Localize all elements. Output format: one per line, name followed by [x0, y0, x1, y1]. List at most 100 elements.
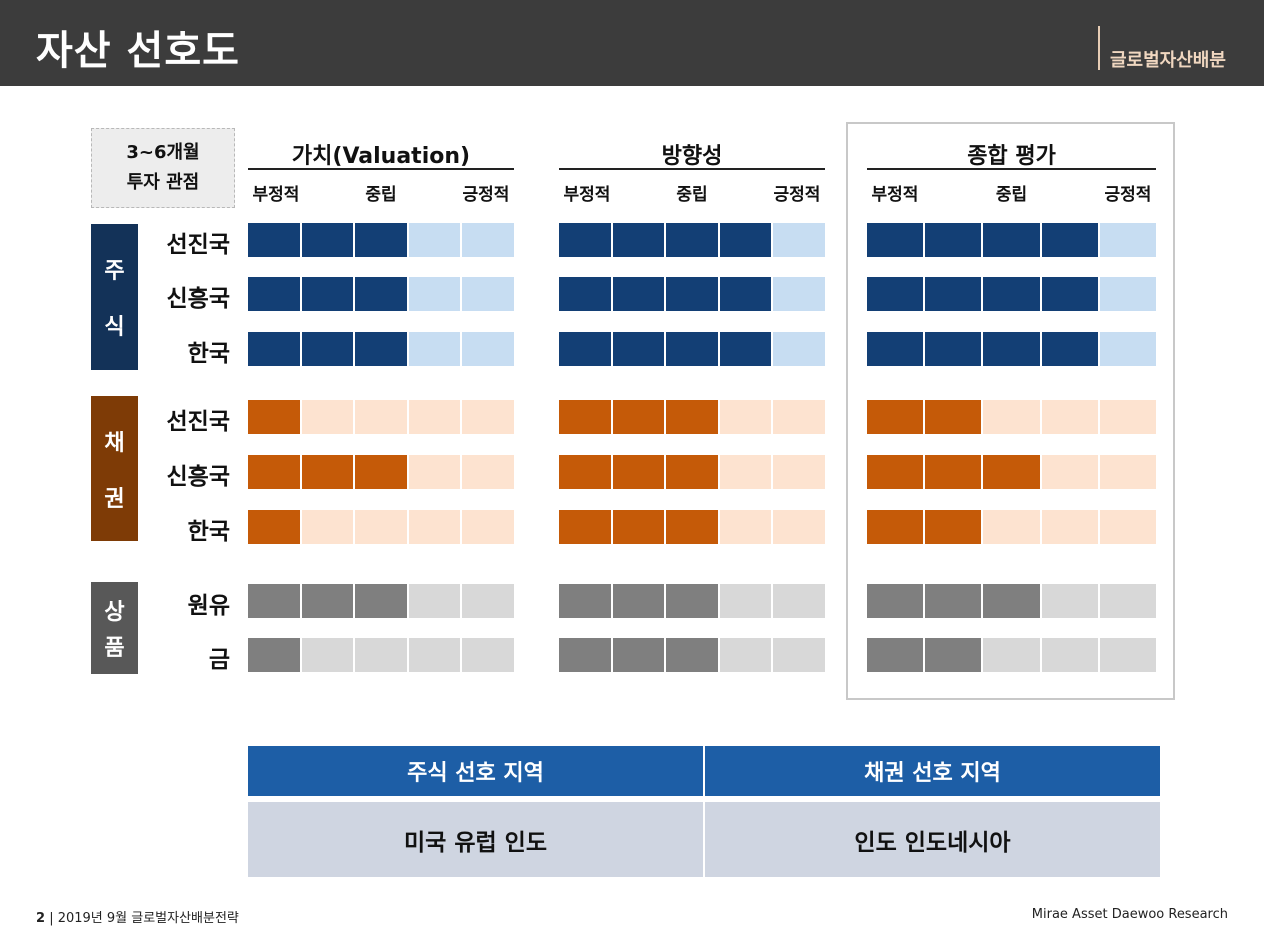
score-cell-filled: [983, 584, 1040, 618]
score-cell-empty: [719, 455, 772, 489]
score-cell-filled: [867, 510, 924, 544]
score-cell-filled: [559, 455, 611, 489]
score-cell-empty: [983, 400, 1040, 434]
row-label: 금: [208, 647, 230, 673]
score-cell-filled: [355, 332, 407, 366]
score-cell-empty: [1099, 332, 1156, 366]
page-title: 자산 선호도: [36, 28, 240, 74]
score-cell-empty: [773, 277, 825, 311]
score-cell-empty: [462, 638, 514, 672]
category-char: 채: [104, 430, 125, 456]
score-cell-filled: [719, 277, 772, 311]
score-cell-filled: [559, 638, 611, 672]
score-cell-empty: [1099, 455, 1156, 489]
score-cell-empty: [719, 510, 772, 544]
score-cell-empty: [1099, 277, 1156, 311]
row-label: 한국: [187, 519, 230, 545]
score-cell-empty: [408, 277, 461, 311]
score-cell-filled: [355, 277, 407, 311]
score-cell-empty: [301, 510, 354, 544]
score-cell-empty: [773, 455, 825, 489]
row-label: 신흥국: [166, 464, 230, 490]
score-cell-filled: [1041, 223, 1098, 257]
equity-preferred-regions: 미국 유럽 인도: [248, 802, 703, 877]
score-cell-empty: [355, 638, 407, 672]
score-cell-filled: [1041, 277, 1098, 311]
score-cell-filled: [612, 510, 665, 544]
score-cell-filled: [355, 223, 407, 257]
score-cell-empty: [1041, 400, 1098, 434]
score-cell-filled: [925, 638, 982, 672]
score-cell-empty: [462, 400, 514, 434]
score-cell-filled: [666, 332, 718, 366]
score-cell-filled: [983, 223, 1040, 257]
score-cell-filled: [612, 455, 665, 489]
bond-preferred-header: 채권 선호 지역: [705, 746, 1160, 796]
score-cell-empty: [1099, 223, 1156, 257]
score-cell-filled: [867, 584, 924, 618]
horizon-caption: 투자 관점: [126, 172, 200, 193]
score-cell-empty: [462, 223, 514, 257]
score-cell-filled: [355, 584, 407, 618]
score-cell-empty: [1099, 638, 1156, 672]
category-char: 주: [104, 259, 125, 284]
scale-label: 중립: [676, 185, 708, 205]
row-label: 한국: [187, 341, 230, 367]
score-cell-filled: [559, 332, 611, 366]
score-cell-empty: [773, 584, 825, 618]
page-number: 2: [36, 911, 46, 926]
score-cell-filled: [925, 223, 982, 257]
score-cell-empty: [355, 400, 407, 434]
overall-evaluation-frame: [846, 122, 1175, 700]
score-cell-filled: [666, 638, 718, 672]
footer-doc-info: 2 | 2019년 9월 글로벌자산배분전략: [36, 907, 239, 926]
scale-label: 부정적: [252, 185, 300, 205]
score-cell-filled: [248, 510, 300, 544]
group-underline-1: [559, 168, 825, 170]
document-title: 2019년 9월 글로벌자산배분전략: [57, 911, 239, 926]
score-cell-filled: [248, 584, 300, 618]
score-cell-empty: [773, 510, 825, 544]
score-cell-empty: [462, 584, 514, 618]
score-cell-empty: [408, 223, 461, 257]
score-cell-empty: [462, 455, 514, 489]
score-cell-filled: [612, 638, 665, 672]
score-cell-filled: [248, 332, 300, 366]
score-cell-filled: [719, 223, 772, 257]
score-cell-empty: [1099, 584, 1156, 618]
score-cell-empty: [408, 584, 461, 618]
score-cell-filled: [925, 455, 982, 489]
score-cell-filled: [983, 332, 1040, 366]
score-cell-filled: [666, 223, 718, 257]
score-cell-filled: [248, 400, 300, 434]
score-cell-filled: [301, 277, 354, 311]
score-cell-empty: [408, 332, 461, 366]
score-cell-filled: [248, 638, 300, 672]
score-cell-filled: [612, 277, 665, 311]
score-cell-filled: [248, 223, 300, 257]
score-cell-filled: [1041, 332, 1098, 366]
score-cell-empty: [1099, 400, 1156, 434]
score-cell-filled: [867, 455, 924, 489]
score-cell-empty: [1099, 510, 1156, 544]
score-cell-empty: [301, 638, 354, 672]
score-cell-empty: [719, 400, 772, 434]
score-cell-filled: [983, 277, 1040, 311]
group-header-0: 가치(Valuation): [291, 144, 471, 169]
score-cell-filled: [301, 584, 354, 618]
score-cell-filled: [867, 332, 924, 366]
row-label: 신흥국: [166, 286, 230, 312]
score-cell-empty: [1041, 510, 1098, 544]
score-cell-empty: [355, 510, 407, 544]
score-cell-filled: [867, 638, 924, 672]
scale-label: 부정적: [871, 185, 919, 205]
horizon-period: 3~6개월: [126, 142, 200, 163]
score-cell-filled: [559, 223, 611, 257]
score-cell-filled: [612, 332, 665, 366]
score-cell-filled: [559, 584, 611, 618]
category-char: 식: [104, 315, 125, 340]
row-label: 원유: [187, 593, 230, 619]
score-cell-filled: [559, 400, 611, 434]
